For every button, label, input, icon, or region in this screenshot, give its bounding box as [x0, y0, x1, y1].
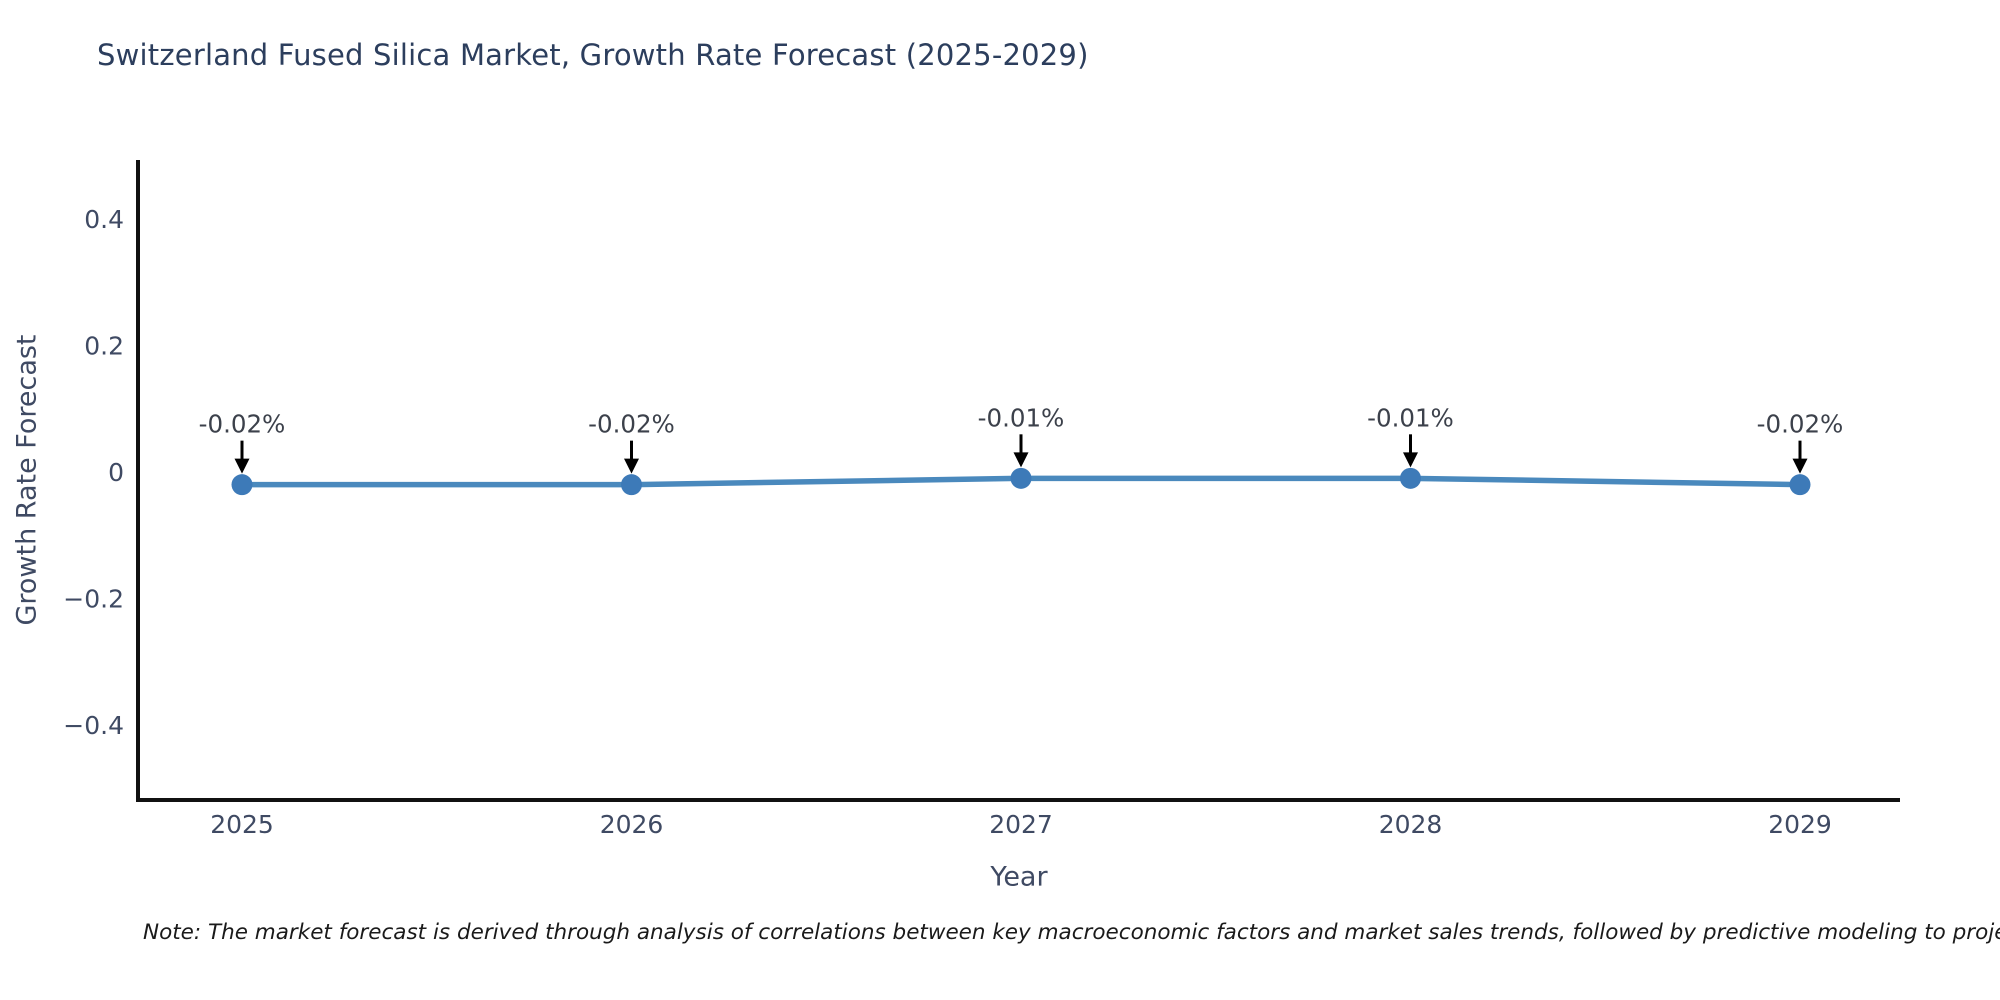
y-tick-label: −0.4	[63, 711, 124, 740]
x-axis-title: Year	[990, 861, 1048, 893]
annotation-arrow-head	[234, 458, 250, 474]
annotation-arrow-head	[1403, 452, 1418, 468]
data-point-marker	[231, 474, 253, 496]
y-tick-label: 0	[108, 458, 124, 487]
x-tick-label: 2027	[989, 810, 1053, 839]
annotation-label: -0.02%	[1757, 410, 1844, 439]
data-point-marker	[1789, 474, 1811, 496]
x-tick-label: 2028	[1379, 810, 1443, 839]
annotation-label: -0.02%	[588, 410, 675, 439]
y-tick-label: 0.2	[84, 332, 124, 361]
annotation-label: -0.02%	[199, 410, 286, 439]
y-tick-label: 0.4	[84, 205, 124, 234]
chart-title: Switzerland Fused Silica Market, Growth …	[97, 38, 1089, 72]
y-tick-label: −0.2	[63, 584, 124, 613]
x-tick-label: 2029	[1768, 810, 1832, 839]
annotation-arrow-head	[1792, 458, 1808, 474]
data-point-marker	[1400, 467, 1421, 489]
annotation-label: -0.01%	[1367, 403, 1454, 432]
data-point-marker	[1010, 467, 1032, 489]
x-tick-label: 2025	[210, 810, 274, 839]
x-tick-label: 2026	[600, 810, 664, 839]
annotation-label: -0.01%	[978, 403, 1065, 432]
footnote: Note: The market forecast is derived thr…	[143, 920, 2000, 945]
annotation-arrow-head	[1013, 452, 1029, 468]
annotation-arrow-head	[624, 458, 639, 474]
data-point-marker	[621, 474, 642, 496]
